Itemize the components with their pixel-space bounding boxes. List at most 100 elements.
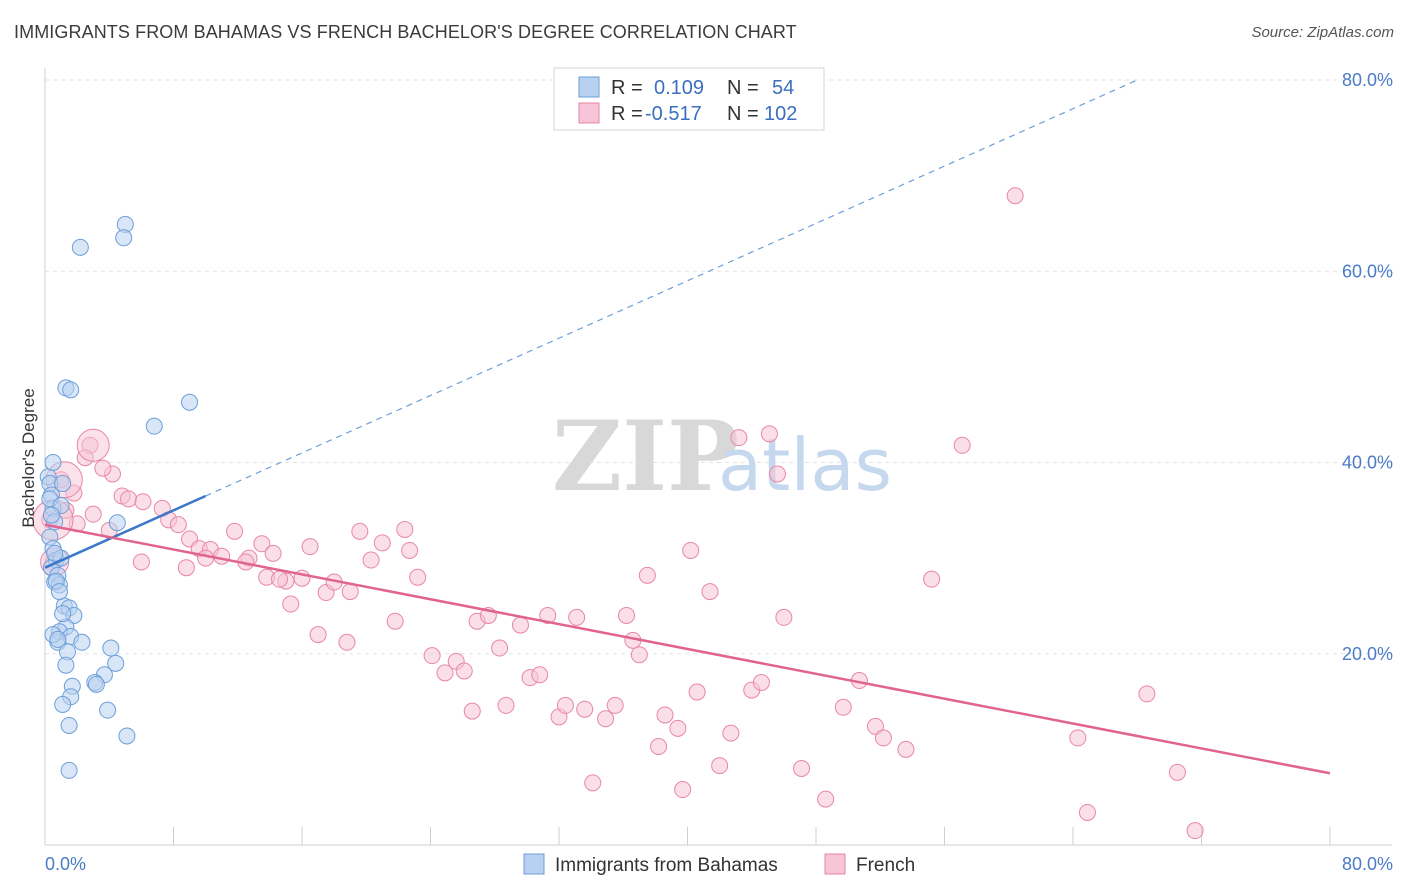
- french-point: [1006, 187, 1024, 205]
- chart-title: IMMIGRANTS FROM BAHAMAS VS FRENCH BACHEL…: [14, 22, 797, 42]
- french-point: [94, 459, 112, 477]
- bahamas-point: [49, 630, 67, 648]
- french-point: [309, 626, 327, 644]
- french-point: [775, 608, 793, 626]
- french-point: [282, 595, 300, 613]
- watermark: ZIP atlas: [552, 400, 892, 513]
- bahamas-point: [62, 381, 80, 399]
- french-points: [32, 187, 1204, 840]
- x-tick-label: 0.0%: [45, 854, 86, 874]
- french-point: [768, 465, 786, 483]
- bahamas-trend-extension: [205, 79, 1138, 497]
- french-point: [630, 646, 648, 664]
- french-point: [373, 534, 391, 552]
- french-point: [953, 436, 971, 454]
- french-point: [401, 541, 419, 559]
- bahamas-point: [54, 475, 72, 493]
- french-point: [177, 559, 195, 577]
- french-point: [730, 429, 748, 447]
- bahamas-point: [107, 654, 125, 672]
- y-tick-label: 80.0%: [1342, 70, 1393, 90]
- french-point: [511, 616, 529, 634]
- bahamas-point: [118, 727, 136, 745]
- french-point: [606, 696, 624, 714]
- french-point: [213, 547, 231, 565]
- french-point: [817, 790, 835, 808]
- bahamas-point: [99, 701, 117, 719]
- bahamas-point: [181, 393, 199, 411]
- legend: R = 0.109 N = 54 R = -0.517 N = 102: [553, 67, 825, 131]
- french-point: [409, 568, 427, 586]
- bahamas-point: [87, 675, 105, 693]
- legend-n-value-2: 102: [764, 103, 797, 125]
- legend-swatch-french: [578, 102, 600, 124]
- legend-swatch-bahamas: [578, 76, 600, 98]
- legend-n-label-1: N =: [727, 77, 759, 99]
- source-label: Source: ZipAtlas.com: [1251, 24, 1394, 41]
- french-point-large: [76, 428, 110, 462]
- bottom-legend-label-french: French: [856, 855, 915, 876]
- french-point: [396, 520, 414, 538]
- trend-lines: [44, 79, 1331, 775]
- french-point: [132, 553, 150, 571]
- french-point: [701, 583, 719, 601]
- french-point: [674, 781, 692, 799]
- bahamas-point: [54, 605, 72, 623]
- french-point: [531, 666, 549, 684]
- bahamas-point: [60, 716, 78, 734]
- french-point: [711, 757, 729, 775]
- y-tick-label: 20.0%: [1342, 644, 1393, 664]
- y-tick-label: 40.0%: [1342, 453, 1393, 473]
- french-point: [226, 522, 244, 540]
- y-tick-label: 60.0%: [1342, 261, 1393, 281]
- bottom-legend-label-bahamas: Immigrants from Bahamas: [555, 855, 778, 876]
- bahamas-point: [73, 633, 91, 651]
- french-point: [497, 696, 515, 714]
- french-point: [169, 516, 187, 534]
- bottom-legend-swatch-french: [824, 853, 846, 875]
- french-point: [1168, 763, 1186, 781]
- bahamas-point: [145, 417, 163, 435]
- french-point: [576, 700, 594, 718]
- french-point: [638, 566, 656, 584]
- bahamas-point: [42, 506, 60, 524]
- french-point: [491, 639, 509, 657]
- french-point: [264, 544, 282, 562]
- bahamas-point: [57, 656, 75, 674]
- bahamas-point: [71, 238, 89, 256]
- french-point: [897, 740, 915, 758]
- french-point: [722, 724, 740, 742]
- french-point: [669, 719, 687, 737]
- french-point: [688, 683, 706, 701]
- legend-r-label-2: R =: [611, 103, 643, 125]
- x-tick-labels: 0.0% 80.0%: [45, 854, 1393, 874]
- watermark-zip: ZIP: [552, 400, 739, 513]
- french-point: [84, 505, 102, 523]
- french-point: [423, 647, 441, 665]
- bahamas-point: [115, 229, 133, 247]
- axes: [44, 68, 1392, 846]
- french-point: [682, 541, 700, 559]
- french-point: [752, 673, 770, 691]
- y-axis-label: Bachelor's Degree: [19, 388, 38, 527]
- french-point: [197, 549, 215, 567]
- bottom-legend-swatch-bahamas: [523, 853, 545, 875]
- french-point: [1069, 729, 1087, 747]
- french-point: [834, 698, 852, 716]
- bahamas-point: [60, 761, 78, 779]
- bahamas-point: [54, 695, 72, 713]
- french-point: [436, 664, 454, 682]
- french-point: [120, 490, 138, 508]
- bahamas-point: [44, 454, 62, 471]
- x-tick-label: 80.0%: [1342, 854, 1393, 874]
- french-point: [793, 760, 811, 777]
- bahamas-point: [50, 583, 68, 601]
- french-point: [617, 607, 635, 624]
- french-point: [597, 710, 615, 728]
- french-trend-line: [44, 523, 1331, 775]
- french-point: [134, 493, 152, 511]
- legend-r-value-1: 0.109: [654, 77, 704, 99]
- french-point: [568, 608, 586, 626]
- french-point: [1138, 685, 1156, 703]
